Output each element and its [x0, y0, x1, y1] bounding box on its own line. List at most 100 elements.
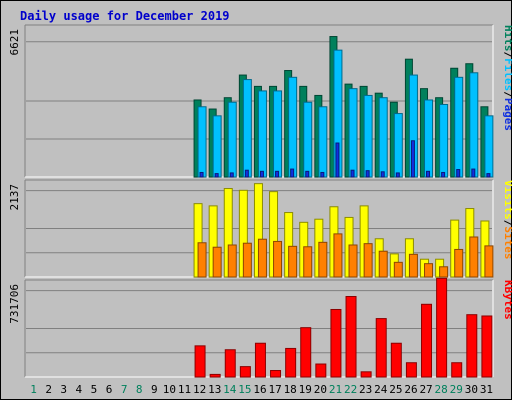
panel-visits-sites: 2137 Visits/Sites — [8, 179, 512, 278]
bar-files-day-14 — [227, 101, 237, 178]
x-tick-label: 5 — [91, 383, 98, 396]
bar-sites-day-27 — [424, 263, 434, 278]
bar-files-day-24 — [378, 97, 388, 178]
y-axis-max-label: 731706 — [8, 284, 21, 324]
bar-kbytes-day-27 — [421, 303, 433, 378]
bar-pages-day-25 — [395, 172, 400, 178]
bar-sites-day-18 — [288, 245, 298, 278]
bar-kbytes-day-26 — [405, 362, 417, 378]
legend-separator: / — [502, 220, 512, 227]
x-tick-label: 12 — [193, 383, 206, 396]
bar-files-day-23 — [363, 94, 373, 178]
bar-files-day-29 — [454, 76, 464, 178]
legend-files: Files — [502, 58, 512, 91]
bar-sites-day-19 — [303, 246, 313, 278]
x-tick-label: 20 — [314, 383, 327, 396]
bar-files-day-27 — [424, 99, 434, 178]
x-tick-label: 24 — [374, 383, 388, 396]
x-tick-label: 13 — [208, 383, 221, 396]
legend-hits: Hits — [502, 25, 512, 52]
bar-sites-day-17 — [273, 240, 283, 278]
bar-pages-day-29 — [456, 169, 461, 178]
x-tick-label: 6 — [106, 383, 113, 396]
bar-sites-day-28 — [439, 266, 449, 278]
legend-separator: / — [502, 91, 512, 98]
bar-files-day-12 — [197, 106, 207, 178]
bar-pages-day-15 — [244, 169, 249, 178]
bar-files-day-19 — [303, 101, 313, 178]
x-tick-label: 1 — [30, 383, 37, 396]
bar-kbytes-day-17 — [270, 370, 282, 378]
bar-files-day-28 — [439, 104, 449, 178]
legend-visits: Visits — [502, 180, 512, 220]
x-tick-label: 21 — [329, 383, 342, 396]
bar-pages-day-21 — [335, 142, 340, 178]
bar-sites-day-25 — [393, 261, 403, 278]
bar-files-day-18 — [288, 76, 298, 178]
x-tick-label: 27 — [419, 383, 432, 396]
day-axis-labels: 1 2 3 4 5 6 7 8 9 10 11 12 13 14 15 16 17 18 19 20 21 22 23 24 2… — [30, 383, 493, 396]
bar-kbytes-day-24 — [375, 318, 387, 378]
bar-kbytes-day-31 — [481, 315, 493, 378]
x-tick-label: 18 — [284, 383, 297, 396]
bar-kbytes-day-16 — [254, 342, 266, 378]
bar-files-day-20 — [318, 106, 328, 178]
bar-sites-day-21 — [333, 233, 343, 278]
x-tick-label: 2 — [45, 383, 52, 396]
x-tick-label: 9 — [151, 383, 158, 396]
right-legend-label: Hits/Files/Pages — [502, 25, 512, 131]
bar-files-day-16 — [257, 90, 267, 178]
bar-sites-day-23 — [363, 243, 373, 278]
bar-sites-day-12 — [197, 242, 207, 278]
bar-pages-day-26 — [410, 140, 415, 178]
bar-pages-day-24 — [380, 171, 385, 178]
bar-files-day-31 — [484, 115, 494, 178]
x-tick-label: 28 — [435, 383, 448, 396]
bar-kbytes-day-14 — [224, 349, 236, 378]
bar-pages-day-14 — [229, 172, 234, 178]
y-axis-max-label: 2137 — [8, 184, 21, 211]
x-tick-label: 26 — [404, 383, 417, 396]
bar-pages-day-28 — [441, 171, 446, 178]
chart-title: Daily usage for December 2019 — [20, 9, 230, 23]
bar-kbytes-day-28 — [436, 277, 448, 378]
bar-pages-day-23 — [365, 170, 370, 178]
bar-files-day-17 — [273, 90, 283, 178]
bar-pages-day-22 — [350, 169, 355, 178]
x-tick-label: 14 — [223, 383, 237, 396]
x-tick-label: 29 — [450, 383, 463, 396]
y-axis-max-label: 6621 — [8, 29, 21, 56]
bar-sites-day-29 — [454, 248, 464, 278]
x-tick-label: 30 — [465, 383, 478, 396]
bar-pages-day-27 — [426, 170, 431, 178]
bar-kbytes-day-15 — [239, 366, 251, 378]
right-legend-label: KBytes — [502, 280, 512, 320]
bar-files-day-25 — [393, 113, 403, 178]
x-tick-label: 10 — [163, 383, 176, 396]
x-tick-label: 16 — [253, 383, 266, 396]
x-tick-label: 4 — [76, 383, 83, 396]
bar-pages-day-20 — [320, 171, 325, 178]
bar-kbytes-day-22 — [345, 296, 357, 378]
x-tick-label: 22 — [344, 383, 357, 396]
x-tick-label: 7 — [121, 383, 128, 396]
x-tick-label: 11 — [178, 383, 191, 396]
right-legend-label: Visits/Sites — [502, 180, 512, 260]
bar-pages-day-31 — [486, 173, 491, 178]
bar-sites-day-24 — [378, 250, 388, 278]
x-tick-label: 3 — [60, 383, 67, 396]
bar-kbytes-day-23 — [360, 371, 372, 378]
bar-sites-day-16 — [257, 238, 267, 278]
bar-sites-day-22 — [348, 244, 358, 278]
bar-kbytes-day-21 — [330, 308, 342, 378]
legend-sites: Sites — [502, 226, 512, 259]
x-tick-label: 17 — [268, 383, 281, 396]
bar-files-day-13 — [212, 115, 222, 178]
bar-pages-day-30 — [471, 168, 476, 178]
bar-sites-day-26 — [408, 253, 418, 278]
bar-sites-day-30 — [469, 236, 479, 278]
bar-pages-day-16 — [259, 170, 264, 178]
bar-kbytes-day-20 — [315, 363, 327, 378]
